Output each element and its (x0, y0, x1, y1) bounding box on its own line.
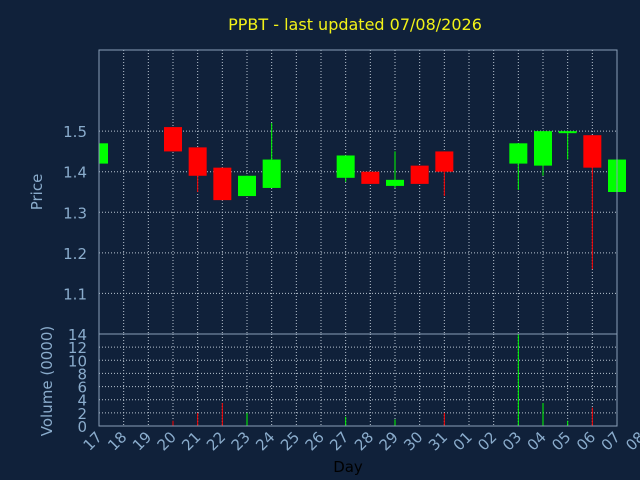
price-tick-label: 1.3 (63, 204, 87, 222)
x-tick-label: 29 (376, 428, 402, 454)
candle-body (164, 127, 182, 152)
volume-tick-label: 0 (77, 418, 87, 436)
x-tick-label: 01 (450, 428, 476, 454)
candle-body (583, 135, 602, 168)
x-tick-label: 03 (499, 428, 525, 454)
price-axis-label: Price (28, 174, 46, 211)
x-tick-label: 06 (573, 428, 599, 454)
candle-body (213, 167, 232, 201)
x-tick-label: 19 (129, 428, 155, 454)
volume-tick-label: 12 (68, 339, 87, 357)
price-tick-label: 1.4 (63, 164, 87, 182)
price-tick-label: 1.2 (63, 245, 87, 263)
volume-tick-label: 2 (77, 405, 87, 423)
volume-tick-label: 6 (77, 379, 87, 397)
x-tick-label: 30 (400, 428, 426, 454)
candle-body (188, 147, 207, 176)
x-tick-label: 28 (351, 428, 377, 454)
volume-panel-frame (98, 333, 618, 427)
x-tick-label: 18 (104, 428, 130, 454)
candle-body (361, 171, 380, 184)
candle-body (509, 143, 528, 164)
volume-axis-label: Volume (0000) (38, 326, 56, 436)
x-tick-label: 20 (154, 428, 180, 454)
x-tick-label: 04 (524, 428, 550, 454)
price-tick-label: 1.1 (63, 285, 87, 303)
x-tick-label: 24 (252, 428, 278, 454)
candle-body (534, 131, 552, 166)
volume-tick-label: 14 (68, 326, 87, 344)
x-tick-label: 22 (203, 428, 229, 454)
candle-body (435, 151, 454, 172)
candle-body (558, 131, 577, 134)
x-tick-label: 27 (326, 428, 352, 454)
volume-tick-label: 10 (68, 352, 87, 370)
volume-tick-label: 8 (77, 365, 87, 383)
candle-body (410, 165, 429, 184)
chart-title: PPBT - last updated 07/08/2026 (228, 15, 482, 34)
candle-body (238, 175, 256, 197)
candle-body (99, 143, 108, 164)
x-tick-label: 23 (228, 428, 254, 454)
x-axis-label: Day (333, 458, 363, 476)
x-tick-label: 25 (277, 428, 303, 454)
x-tick-label: 08 (622, 428, 640, 454)
x-tick-label: 31 (425, 428, 451, 454)
price-tick-label: 1.5 (63, 123, 87, 141)
price-panel-frame (98, 49, 618, 335)
candle-body (386, 179, 404, 186)
x-tick-label: 21 (178, 428, 204, 454)
x-tick-label: 07 (598, 428, 624, 454)
candle-body (336, 155, 355, 178)
x-tick-label: 05 (548, 428, 574, 454)
x-tick-label: 26 (302, 428, 328, 454)
volume-tick-label: 4 (77, 392, 87, 410)
candle-body (262, 159, 281, 188)
x-tick-label: 02 (474, 428, 500, 454)
